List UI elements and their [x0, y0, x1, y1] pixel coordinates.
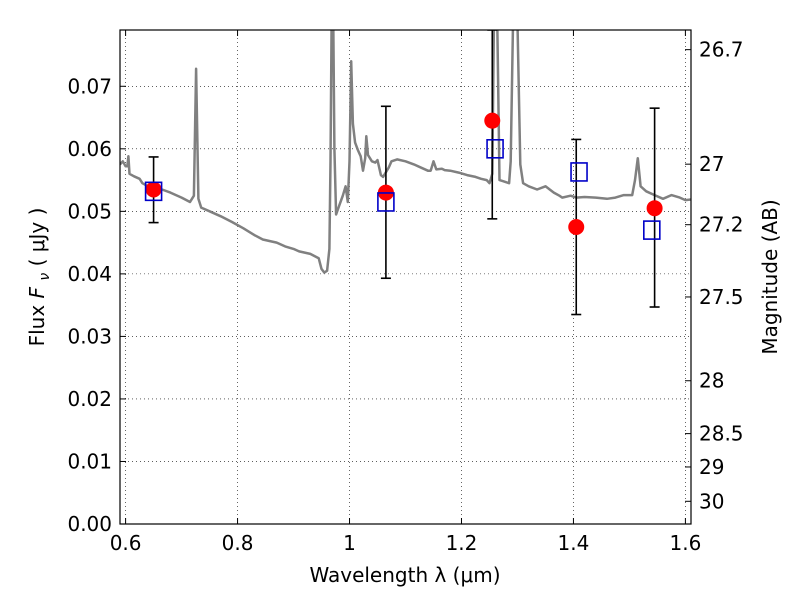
- right-tick-label: 28.5: [699, 422, 744, 446]
- right-tick-label: 29: [699, 455, 724, 479]
- y-tick-label: 0.07: [67, 74, 112, 98]
- axis-tick-labels: 0.6 0.8 1 1.2 1.4 1.6 0.00 0.01 0.02 0.03 0.04 0.05…: [67, 38, 743, 555]
- y-label-sub: ν: [37, 273, 53, 281]
- observed-flux-point: [484, 112, 501, 129]
- plot-area: [120, 30, 691, 316]
- x-tick-label: 0.6: [110, 531, 142, 555]
- model-flux-point: [486, 139, 504, 159]
- right-tick-label: 27.2: [699, 213, 744, 237]
- y-label-var: F: [25, 286, 49, 298]
- right-tick-label: 27.5: [699, 285, 744, 309]
- observed-flux-point: [568, 218, 585, 235]
- model-flux-point: [570, 162, 588, 182]
- x-tick-label: 1.2: [446, 531, 478, 555]
- observed-flux-point: [646, 200, 663, 217]
- right-tick-label: 27: [699, 152, 724, 176]
- spectrum-line: [120, 30, 691, 274]
- y-tick-label: 0.05: [67, 199, 112, 223]
- y-tick-label: 0.06: [67, 137, 112, 161]
- observed-flux-point: [145, 181, 162, 198]
- y-tick-label: 0.04: [67, 262, 112, 286]
- model-flux-point: [643, 220, 661, 240]
- x-axis-label: Wavelength λ (μm): [309, 563, 500, 587]
- grid-lines: [120, 30, 691, 524]
- right-tick-label: 28: [699, 369, 724, 393]
- x-tick-label: 1: [343, 531, 356, 555]
- y-axis-label-right: Magnitude (AB): [758, 199, 782, 354]
- x-tick-label: 1.4: [558, 531, 590, 555]
- y-tick-label: 0.00: [67, 512, 112, 536]
- plot-frame: [119, 29, 692, 525]
- y-axis-label-left: Flux F ν ( μJy ): [25, 208, 54, 347]
- y-tick-label: 0.03: [67, 324, 112, 348]
- model-flux-point: [377, 192, 395, 212]
- right-tick-label: 26.7: [699, 38, 744, 62]
- model-flux-point: [144, 181, 163, 202]
- x-tick-label: 0.8: [222, 531, 254, 555]
- y-label-prefix: Flux: [25, 298, 49, 346]
- y-tick-label: 0.02: [67, 387, 112, 411]
- axis-ticks: [120, 30, 691, 525]
- y-tick-label: 0.01: [67, 449, 112, 473]
- right-tick-label: 30: [699, 489, 724, 513]
- y-label-unit: ( μJy ): [25, 208, 49, 267]
- x-tick-label: 1.6: [669, 531, 701, 555]
